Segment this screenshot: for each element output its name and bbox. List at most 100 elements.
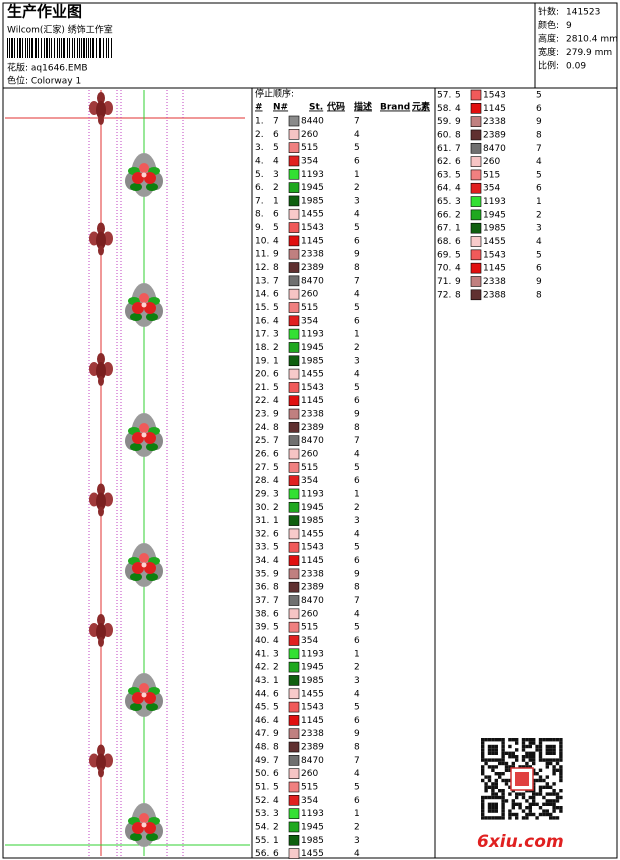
qr-cell — [552, 768, 556, 772]
qr-cell — [515, 755, 519, 759]
needle: 8 — [273, 583, 279, 593]
qr-cell — [481, 772, 485, 776]
stop-index: 8. — [255, 210, 264, 220]
description: 4 — [354, 450, 360, 460]
qr-cell — [491, 744, 495, 749]
qr-cell — [542, 785, 546, 789]
color-swatch — [470, 209, 482, 221]
thread-code: 1543 — [301, 383, 324, 393]
qr-cell — [555, 758, 560, 762]
color-swatch — [470, 249, 482, 261]
needle: 5 — [273, 783, 279, 793]
qr-cell — [484, 795, 488, 800]
qr-cell — [521, 738, 526, 742]
description: 9 — [536, 117, 542, 127]
description: 6 — [536, 184, 542, 194]
bar-stripe — [69, 38, 70, 58]
color-swatch — [288, 501, 300, 513]
qr-cell — [508, 768, 512, 772]
thread-code: 8470 — [301, 596, 324, 606]
needle: 6 — [273, 130, 279, 140]
thread-code: 1543 — [301, 223, 324, 233]
thread-code: 1193 — [301, 170, 324, 180]
qr-cell — [481, 748, 485, 752]
bar-stripe — [57, 38, 58, 58]
color-swatch — [288, 315, 300, 327]
thread-code: 1455 — [483, 237, 506, 247]
qr-cell — [538, 758, 543, 762]
color-swatch — [288, 408, 300, 420]
description: 7 — [536, 144, 542, 154]
color-swatch — [470, 156, 482, 167]
qr-cell — [559, 775, 563, 779]
qr-cell — [521, 809, 526, 813]
color-swatch — [288, 781, 300, 793]
color-swatch — [288, 568, 300, 580]
needle: 4 — [273, 316, 279, 326]
description: 8 — [536, 290, 542, 300]
qr-cell — [545, 782, 549, 786]
needle: 9 — [455, 117, 461, 127]
qr-cell — [484, 738, 488, 742]
qr-cell — [521, 765, 526, 769]
thread-code: 1145 — [483, 264, 506, 274]
qr-cell — [545, 758, 549, 762]
stop-index: 20. — [255, 370, 269, 380]
color-swatch — [288, 688, 300, 700]
bar-stripe — [46, 38, 48, 58]
description: 8 — [354, 423, 360, 433]
qr-cell — [535, 744, 539, 749]
stop-index: 36. — [255, 583, 269, 593]
bar-stripe — [111, 38, 112, 58]
color-swatch — [288, 635, 300, 646]
stop-index: 31. — [255, 516, 269, 526]
color-swatch — [288, 808, 300, 819]
qr-cell — [504, 768, 509, 772]
needle: 4 — [273, 236, 279, 246]
stop-index: 24. — [255, 423, 269, 433]
stop-index: 38. — [255, 609, 269, 619]
qr-cell — [535, 802, 539, 806]
color-swatch — [288, 382, 300, 393]
color-swatch — [288, 368, 300, 380]
qr-cell — [559, 809, 563, 813]
needle: 3 — [273, 489, 279, 499]
stop-index: 7. — [255, 196, 264, 206]
bar-stripe — [106, 38, 107, 58]
thread-code: 354 — [301, 156, 318, 166]
qr-cell — [528, 755, 532, 759]
qr-cell — [555, 806, 560, 810]
needle: 8 — [273, 423, 279, 433]
flower — [125, 673, 163, 717]
qr-cell — [494, 758, 498, 762]
qr-logo — [515, 772, 529, 786]
thread-code: 2389 — [483, 130, 506, 140]
qr-cell — [549, 761, 553, 766]
thread-code: 1543 — [483, 250, 506, 260]
qr-cell — [494, 802, 498, 806]
thread-code: 260 — [301, 450, 318, 460]
qr-cell — [511, 755, 515, 759]
description: 6 — [354, 636, 360, 646]
qr-cell — [532, 795, 536, 800]
stat-label: 宽度: — [538, 46, 559, 58]
bar-stripe — [22, 38, 23, 58]
color-swatch — [470, 289, 482, 301]
ornament — [89, 92, 113, 125]
thread-code: 1193 — [483, 197, 506, 207]
qr-cell — [481, 816, 485, 820]
qr-cell — [555, 816, 560, 820]
stop-index: 66. — [437, 210, 451, 220]
color-swatch — [288, 342, 300, 353]
qr-cell — [559, 789, 563, 793]
thread-code: 1145 — [301, 716, 324, 726]
qr-cell — [532, 799, 536, 803]
description: 7 — [354, 436, 360, 446]
description: 6 — [354, 476, 360, 486]
qr-cell — [552, 816, 556, 820]
bar-stripe — [35, 38, 37, 58]
color-swatch — [288, 834, 300, 846]
qr-cell — [501, 792, 505, 796]
needle: 5 — [273, 463, 279, 473]
